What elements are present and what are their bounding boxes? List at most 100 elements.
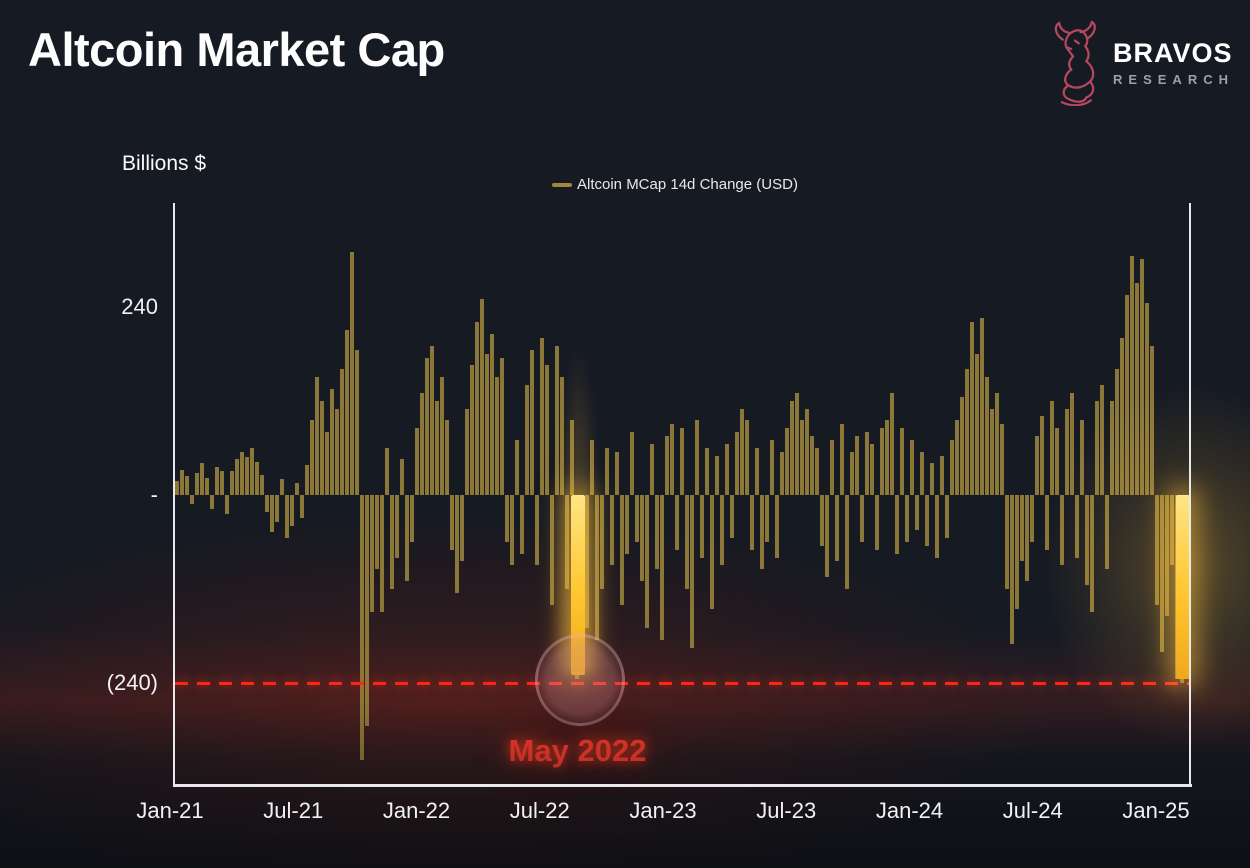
bar (655, 494, 659, 570)
bar (180, 469, 184, 495)
bar (925, 494, 929, 546)
bar (460, 494, 464, 562)
bar (755, 447, 759, 495)
bar (1110, 400, 1114, 495)
bar (640, 494, 644, 582)
bar (220, 471, 224, 495)
bar (955, 420, 959, 495)
bar (1000, 424, 1004, 495)
bar (245, 457, 249, 495)
bar (350, 251, 354, 495)
bar (710, 494, 714, 609)
bar (265, 494, 269, 513)
x-axis-line (173, 784, 1192, 787)
bar (570, 420, 574, 495)
bar (905, 494, 909, 542)
y-axis-line (173, 203, 175, 785)
bar (255, 461, 259, 495)
bar (1160, 494, 1164, 652)
bar (1080, 420, 1084, 495)
bar (335, 408, 339, 495)
bar (1055, 428, 1059, 495)
bar (1150, 345, 1154, 495)
bar (690, 494, 694, 648)
bar (790, 400, 794, 495)
bar (1030, 494, 1034, 542)
bar (400, 459, 404, 495)
bar (1120, 337, 1124, 495)
bar (1050, 400, 1054, 495)
bar (605, 447, 609, 495)
bar (770, 439, 774, 495)
bar (325, 432, 329, 495)
bar (545, 365, 549, 495)
bar (585, 494, 589, 629)
bar (810, 435, 814, 495)
bar (475, 322, 479, 495)
bar (355, 349, 359, 495)
x-tick-label: Jul-22 (509, 798, 570, 823)
bar (515, 439, 519, 495)
bar (840, 424, 844, 495)
bar (750, 494, 754, 550)
y-tick-label: (240) (106, 670, 158, 696)
bull-icon (1047, 20, 1103, 106)
bar (625, 494, 629, 554)
bar (215, 467, 219, 495)
bar (935, 494, 939, 558)
bar (420, 392, 424, 495)
bar (855, 435, 859, 495)
bar (1015, 494, 1019, 609)
legend: Altcoin MCap 14d Change (USD) (552, 176, 798, 193)
bar (250, 447, 254, 495)
bar (1105, 494, 1109, 570)
bar (805, 408, 809, 495)
bar (815, 447, 819, 495)
y-tick-label: 240 (121, 293, 158, 319)
bar (320, 400, 324, 495)
bar (1075, 494, 1079, 558)
bar (285, 494, 289, 538)
bar (1165, 494, 1169, 617)
bar (465, 408, 469, 495)
bar (675, 494, 679, 550)
bar (455, 494, 459, 593)
bar (970, 322, 974, 495)
x-tick-label: Jul-23 (756, 798, 817, 823)
bar (825, 494, 829, 578)
bar (660, 494, 664, 640)
bar (850, 451, 854, 495)
bar (530, 349, 534, 495)
bar (195, 472, 199, 495)
bar (505, 494, 509, 542)
bar (185, 475, 189, 495)
bar (500, 357, 504, 495)
bar (520, 494, 524, 554)
bar (275, 494, 279, 523)
bar (1095, 400, 1099, 495)
bar (885, 420, 889, 495)
bar (415, 428, 419, 495)
bar (950, 439, 954, 495)
bar (190, 494, 194, 505)
bar (445, 420, 449, 495)
bar (1065, 408, 1069, 495)
bar (485, 353, 489, 495)
x-tick-label: Jan-21 (136, 798, 204, 823)
bar (595, 494, 599, 640)
bar (980, 318, 984, 495)
bar (615, 451, 619, 495)
bar (330, 388, 334, 495)
bar (670, 424, 674, 495)
bar (845, 494, 849, 589)
bar (965, 369, 969, 495)
bar (560, 377, 564, 495)
brand-text: BRAVOS RESEARCH (1113, 38, 1234, 86)
bar (785, 428, 789, 495)
bar (470, 365, 474, 495)
bar (930, 463, 934, 495)
right-border-line (1189, 203, 1191, 785)
